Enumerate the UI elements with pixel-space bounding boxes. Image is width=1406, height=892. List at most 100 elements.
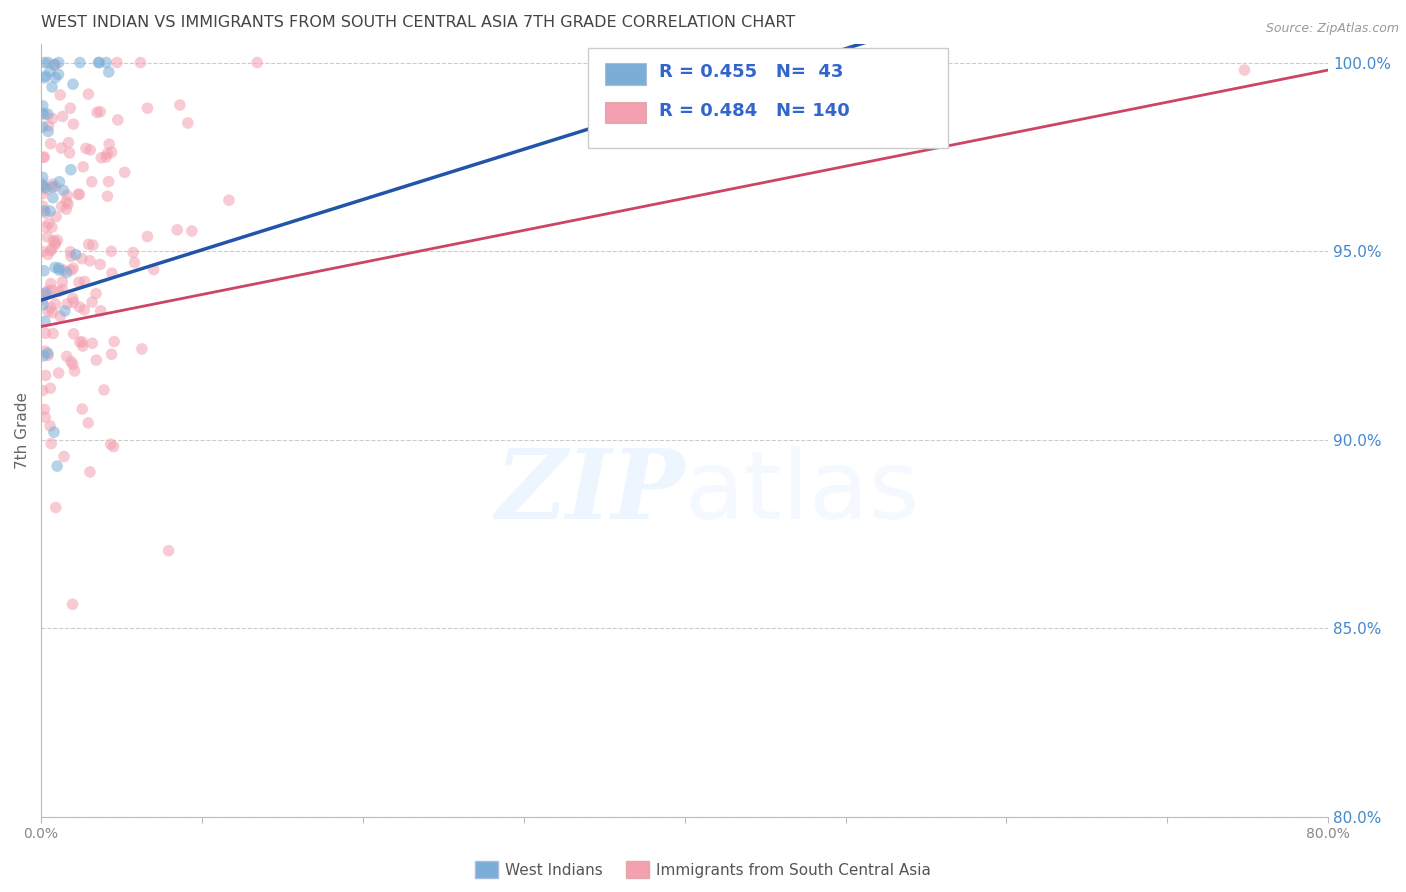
Point xyxy=(73,302,96,317)
Point xyxy=(62,77,84,91)
Point xyxy=(34,368,56,383)
Point xyxy=(62,358,84,372)
Point xyxy=(39,277,62,291)
Point xyxy=(37,304,59,318)
Point xyxy=(34,180,56,194)
Point xyxy=(52,263,75,277)
Point xyxy=(96,55,118,70)
Point xyxy=(45,210,67,224)
Point xyxy=(129,55,152,70)
Text: WEST INDIAN VS IMMIGRANTS FROM SOUTH CENTRAL ASIA 7TH GRADE CORRELATION CHART: WEST INDIAN VS IMMIGRANTS FROM SOUTH CEN… xyxy=(41,15,796,30)
Point xyxy=(39,204,62,219)
FancyBboxPatch shape xyxy=(588,47,949,148)
Point xyxy=(70,252,93,266)
Point xyxy=(46,459,69,474)
Point xyxy=(59,249,82,263)
Point xyxy=(96,146,118,161)
Point xyxy=(87,55,110,70)
Point xyxy=(44,237,66,252)
Point xyxy=(37,55,59,70)
Point xyxy=(82,295,104,310)
Point xyxy=(97,175,120,189)
FancyBboxPatch shape xyxy=(605,63,645,85)
Point xyxy=(42,234,65,248)
Point xyxy=(100,244,122,259)
Point xyxy=(45,500,67,515)
Point xyxy=(86,353,108,368)
Point xyxy=(72,334,94,349)
Point xyxy=(48,260,70,275)
Point xyxy=(63,364,86,378)
Point xyxy=(69,55,91,70)
Point xyxy=(48,366,70,380)
Point xyxy=(114,165,136,179)
Point xyxy=(136,101,159,115)
Point xyxy=(42,425,65,439)
Point xyxy=(136,229,159,244)
Point xyxy=(84,286,107,301)
Point xyxy=(41,306,63,320)
Point xyxy=(169,98,191,112)
Point xyxy=(62,295,84,310)
Point xyxy=(122,245,145,260)
Point xyxy=(48,285,70,299)
Point xyxy=(55,202,77,217)
Point xyxy=(48,67,70,81)
Point xyxy=(58,136,80,150)
Text: ZIP: ZIP xyxy=(495,445,685,539)
Text: R = 0.455   N=  43: R = 0.455 N= 43 xyxy=(659,63,844,81)
Point xyxy=(72,160,94,174)
Point xyxy=(124,255,146,269)
Point xyxy=(107,112,129,127)
Point xyxy=(86,105,108,120)
Point xyxy=(34,410,56,425)
Point xyxy=(37,346,59,360)
Point xyxy=(35,285,58,300)
Point xyxy=(79,143,101,157)
Point xyxy=(34,344,56,359)
Point xyxy=(218,193,240,207)
Point xyxy=(51,283,73,297)
Point xyxy=(44,57,66,71)
Y-axis label: 7th Grade: 7th Grade xyxy=(15,392,30,469)
Point xyxy=(34,55,56,70)
Point xyxy=(77,416,100,430)
Point xyxy=(98,137,121,152)
Point xyxy=(94,150,117,164)
Point xyxy=(44,70,66,85)
Point xyxy=(34,326,56,341)
Point xyxy=(39,381,62,395)
Point xyxy=(34,150,56,164)
Point xyxy=(77,87,100,102)
Point xyxy=(79,465,101,479)
Point xyxy=(32,349,55,363)
Point xyxy=(55,266,77,280)
Point xyxy=(75,141,97,155)
Point xyxy=(32,199,55,213)
FancyBboxPatch shape xyxy=(605,102,645,123)
Point xyxy=(41,283,63,297)
Point xyxy=(51,199,73,213)
Point xyxy=(31,292,53,306)
Point xyxy=(69,334,91,349)
Point xyxy=(53,304,76,318)
Point xyxy=(34,206,56,220)
Point xyxy=(37,284,59,298)
Point xyxy=(44,297,66,311)
Point xyxy=(166,223,188,237)
Point xyxy=(65,247,87,261)
Point xyxy=(1233,63,1256,78)
Point xyxy=(246,55,269,70)
Point xyxy=(53,450,76,464)
Point xyxy=(62,261,84,276)
Point xyxy=(38,217,60,231)
Point xyxy=(62,597,84,611)
Point xyxy=(58,145,80,160)
Point xyxy=(51,141,73,155)
Point xyxy=(177,116,200,130)
Point xyxy=(32,298,55,312)
Legend: West Indians, Immigrants from South Central Asia: West Indians, Immigrants from South Cent… xyxy=(468,855,938,884)
Point xyxy=(100,347,122,361)
Point xyxy=(41,79,63,94)
Point xyxy=(49,87,72,102)
